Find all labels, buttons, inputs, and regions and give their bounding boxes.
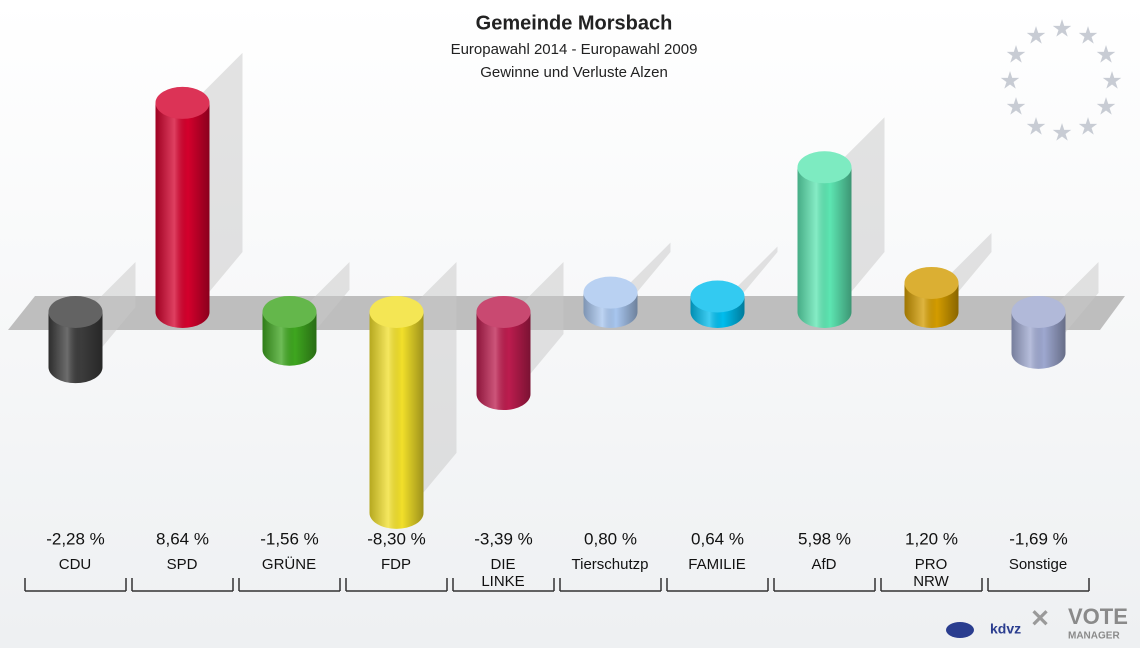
bar-cap-highlight [477, 296, 531, 328]
category-box: AfD [771, 556, 877, 573]
svg-text:★: ★ [1025, 22, 1047, 49]
svg-text:★: ★ [999, 67, 1021, 94]
value-label: -1,56 % [260, 529, 319, 548]
chart-title: Gemeinde Morsbach [476, 12, 673, 34]
bar-cap-highlight [584, 277, 638, 309]
value-label: -3,39 % [474, 529, 533, 548]
x-tick-label: PRO NRW [913, 556, 949, 590]
logo-icon [946, 622, 974, 638]
chart: ★★ ★★ ★★ ★★ ★★ ★★ Gemeinde Morsbach Euro… [0, 0, 1140, 648]
eu-stars: ★★ ★★ ★★ ★★ ★★ ★★ [999, 15, 1123, 146]
svg-text:★: ★ [1051, 15, 1073, 42]
bar-shading [798, 167, 852, 328]
x-tick-label: GRÜNE [262, 556, 316, 573]
value-label: 5,98 % [798, 529, 851, 548]
bar-cap-highlight [370, 296, 424, 328]
bar-cap-highlight [156, 87, 210, 119]
bar-cap-highlight [905, 267, 959, 299]
x-tick-label: AfD [811, 556, 836, 573]
svg-text:★: ★ [1025, 113, 1047, 140]
bar-cap-highlight [798, 151, 852, 183]
category-box: FAMILIE [664, 556, 770, 573]
category-box: Sonstige [985, 556, 1091, 573]
x-tick-label: Sonstige [1009, 556, 1067, 573]
logo-text: MANAGER [1068, 631, 1120, 642]
x-tick-label: DIE LINKE [481, 556, 524, 590]
value-label: -2,28 % [46, 529, 105, 548]
category-box: FDP [343, 556, 449, 573]
category-box: SPD [129, 556, 235, 573]
svg-text:★: ★ [1005, 41, 1027, 68]
chart-subtitle: Europawahl 2014 - Europawahl 2009 [451, 41, 698, 58]
svg-text:★: ★ [1095, 41, 1117, 68]
svg-text:★: ★ [1077, 113, 1099, 140]
value-label: 0,64 % [691, 529, 744, 548]
svg-text:★: ★ [1101, 67, 1123, 94]
category-box: Tierschutzp [557, 556, 663, 573]
x-tick-label: FAMILIE [688, 556, 746, 573]
x-tick-label: Tierschutzp [572, 556, 649, 573]
logo-text: VOTE [1068, 604, 1128, 629]
bar-cap-highlight [49, 296, 103, 328]
value-label: 8,64 % [156, 529, 209, 548]
bar-cap-highlight [1012, 296, 1066, 328]
svg-text:★: ★ [1005, 93, 1027, 120]
x-tick-label: SPD [167, 556, 198, 573]
bar-shading [370, 312, 424, 529]
value-label: -1,69 % [1009, 529, 1068, 548]
chart-svg: ★★ ★★ ★★ ★★ ★★ ★★ Gemeinde Morsbach Euro… [0, 0, 1140, 648]
chart-subtitle: Gewinne und Verluste Alzen [480, 64, 668, 81]
value-label: 1,20 % [905, 529, 958, 548]
bar-cap-highlight [691, 281, 745, 313]
x-tick-label: CDU [59, 556, 92, 573]
bar-cap-highlight [263, 296, 317, 328]
logo-text: kdvz [990, 621, 1021, 637]
value-label: -8,30 % [367, 529, 426, 548]
logo-x: ✕ [1030, 605, 1050, 632]
category-box: DIE LINKE [450, 556, 556, 590]
category-box: CDU [22, 556, 128, 573]
svg-text:★: ★ [1051, 119, 1073, 146]
category-box: GRÜNE [236, 556, 342, 573]
value-label: 0,80 % [584, 529, 637, 548]
category-box: PRO NRW [878, 556, 984, 590]
bar-shading [156, 103, 210, 328]
x-tick-label: FDP [381, 556, 411, 573]
